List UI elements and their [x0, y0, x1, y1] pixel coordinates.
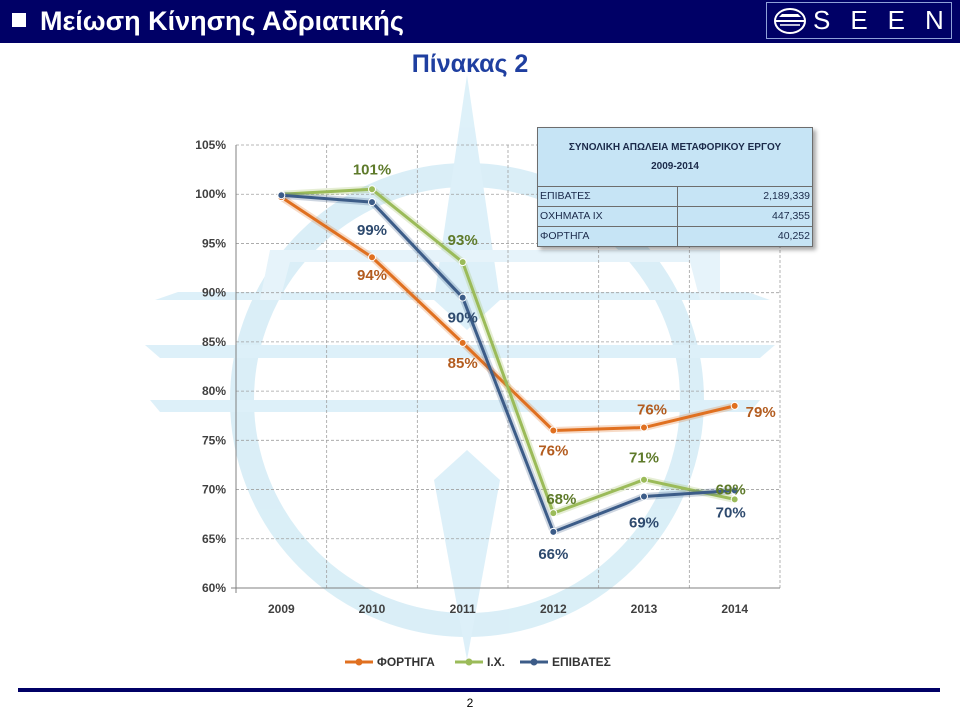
- data-point: [549, 426, 558, 435]
- data-point: [277, 191, 286, 200]
- summary-row-label: ΟΧΗΜΑΤΑ ΙΧ: [538, 207, 678, 226]
- legend-label: ΦΟΡΤΗΓΑ: [377, 655, 435, 669]
- chart-title: Πίνακας 2: [411, 50, 529, 78]
- y-tick-label: 85%: [202, 335, 226, 349]
- data-point: [730, 401, 739, 410]
- header-bar: Μείωση Κίνησης Αδριατικής SEEN: [0, 0, 960, 43]
- legend-marker: [465, 658, 473, 666]
- data-label: 76%: [538, 442, 568, 459]
- summary-row: ΕΠΙΒΑΤΕΣ 2,189,339: [538, 187, 812, 207]
- summary-row: ΦΟΡΤΗΓΑ 40,252: [538, 227, 812, 246]
- footer-divider: [18, 688, 940, 692]
- data-point: [458, 258, 467, 267]
- summary-table: ΣΥΝΟΛΙΚΗ ΑΠΩΛΕΙΑ ΜΕΤΑΦΟΡΙΚΟΥ ΕΡΓΟΥ 2009-…: [537, 127, 813, 247]
- x-tick-label: 2014: [721, 602, 748, 616]
- data-label: 101%: [353, 161, 391, 178]
- ship-wheel-emblem-icon: [774, 8, 806, 34]
- data-point: [368, 185, 376, 194]
- y-tick-label: 80%: [202, 384, 226, 398]
- x-tick-label: 2009: [268, 602, 295, 616]
- summary-row-label: ΕΠΙΒΑΤΕΣ: [538, 187, 678, 206]
- page-number: 2: [466, 696, 474, 710]
- series-line: [281, 187, 735, 515]
- data-point: [368, 253, 376, 262]
- data-point: [640, 423, 648, 432]
- summary-row-value: 447,355: [772, 210, 810, 222]
- summary-row-value: 2,189,339: [763, 190, 810, 202]
- data-point: [640, 475, 648, 484]
- data-label: 79%: [746, 404, 776, 421]
- x-tick-label: 2012: [540, 602, 567, 616]
- data-point: [730, 486, 739, 495]
- legend-marker: [530, 658, 538, 666]
- data-label: 76%: [637, 402, 667, 419]
- data-label: 90%: [448, 310, 478, 327]
- x-tick-label: 2010: [359, 602, 386, 616]
- data-label: 68%: [546, 491, 576, 508]
- data-label: 71%: [629, 450, 659, 467]
- series-line: [281, 193, 735, 534]
- data-point: [368, 198, 376, 207]
- data-point: [549, 509, 558, 518]
- y-tick-label: 100%: [195, 187, 226, 201]
- data-label: 66%: [538, 546, 568, 563]
- y-tick-label: 70%: [202, 483, 226, 497]
- summary-row-label: ΦΟΡΤΗΓΑ: [538, 227, 678, 246]
- square-bullet-icon: [12, 13, 26, 27]
- y-tick-label: 60%: [202, 581, 226, 595]
- summary-table-title: ΣΥΝΟΛΙΚΗ ΑΠΩΛΕΙΑ ΜΕΤΑΦΟΡΙΚΟΥ ΕΡΓΟΥ: [568, 142, 782, 153]
- logo-text: SEEN: [813, 5, 960, 35]
- legend-marker: [355, 658, 363, 666]
- data-label: 69%: [629, 514, 659, 531]
- seen-logo: SEEN: [766, 2, 952, 39]
- summary-row: ΟΧΗΜΑΤΑ ΙΧ 447,355: [538, 207, 812, 227]
- summary-row-value: 40,252: [777, 230, 810, 242]
- y-tick-label: 75%: [202, 433, 226, 447]
- data-point: [458, 293, 467, 302]
- summary-table-header: ΣΥΝΟΛΙΚΗ ΑΠΩΛΕΙΑ ΜΕΤΑΦΟΡΙΚΟΥ ΕΡΓΟΥ 2009-…: [538, 128, 812, 187]
- x-tick-label: 2011: [450, 602, 476, 616]
- compass-watermark-icon: [145, 75, 775, 660]
- summary-table-period: 2009-2014: [651, 161, 699, 172]
- y-tick-label: 105%: [195, 138, 226, 152]
- y-tick-label: 90%: [202, 286, 226, 300]
- data-label: 70%: [716, 505, 746, 522]
- data-point: [640, 492, 648, 501]
- x-tick-label: 2013: [631, 602, 658, 616]
- data-point: [730, 495, 739, 504]
- data-point: [549, 527, 558, 536]
- data-label: 99%: [357, 222, 387, 239]
- legend-label: Ι.Χ.: [487, 655, 505, 669]
- data-label: 94%: [357, 267, 387, 284]
- legend-label: ΕΠΙΒΑΤΕΣ: [552, 655, 611, 669]
- slide-title: Μείωση Κίνησης Αδριατικής: [40, 6, 404, 36]
- y-tick-label: 95%: [202, 236, 226, 250]
- data-label: 93%: [448, 232, 478, 249]
- data-point: [458, 338, 467, 347]
- data-label: 69%: [716, 481, 746, 498]
- data-label: 85%: [448, 355, 478, 372]
- y-tick-label: 65%: [202, 532, 226, 546]
